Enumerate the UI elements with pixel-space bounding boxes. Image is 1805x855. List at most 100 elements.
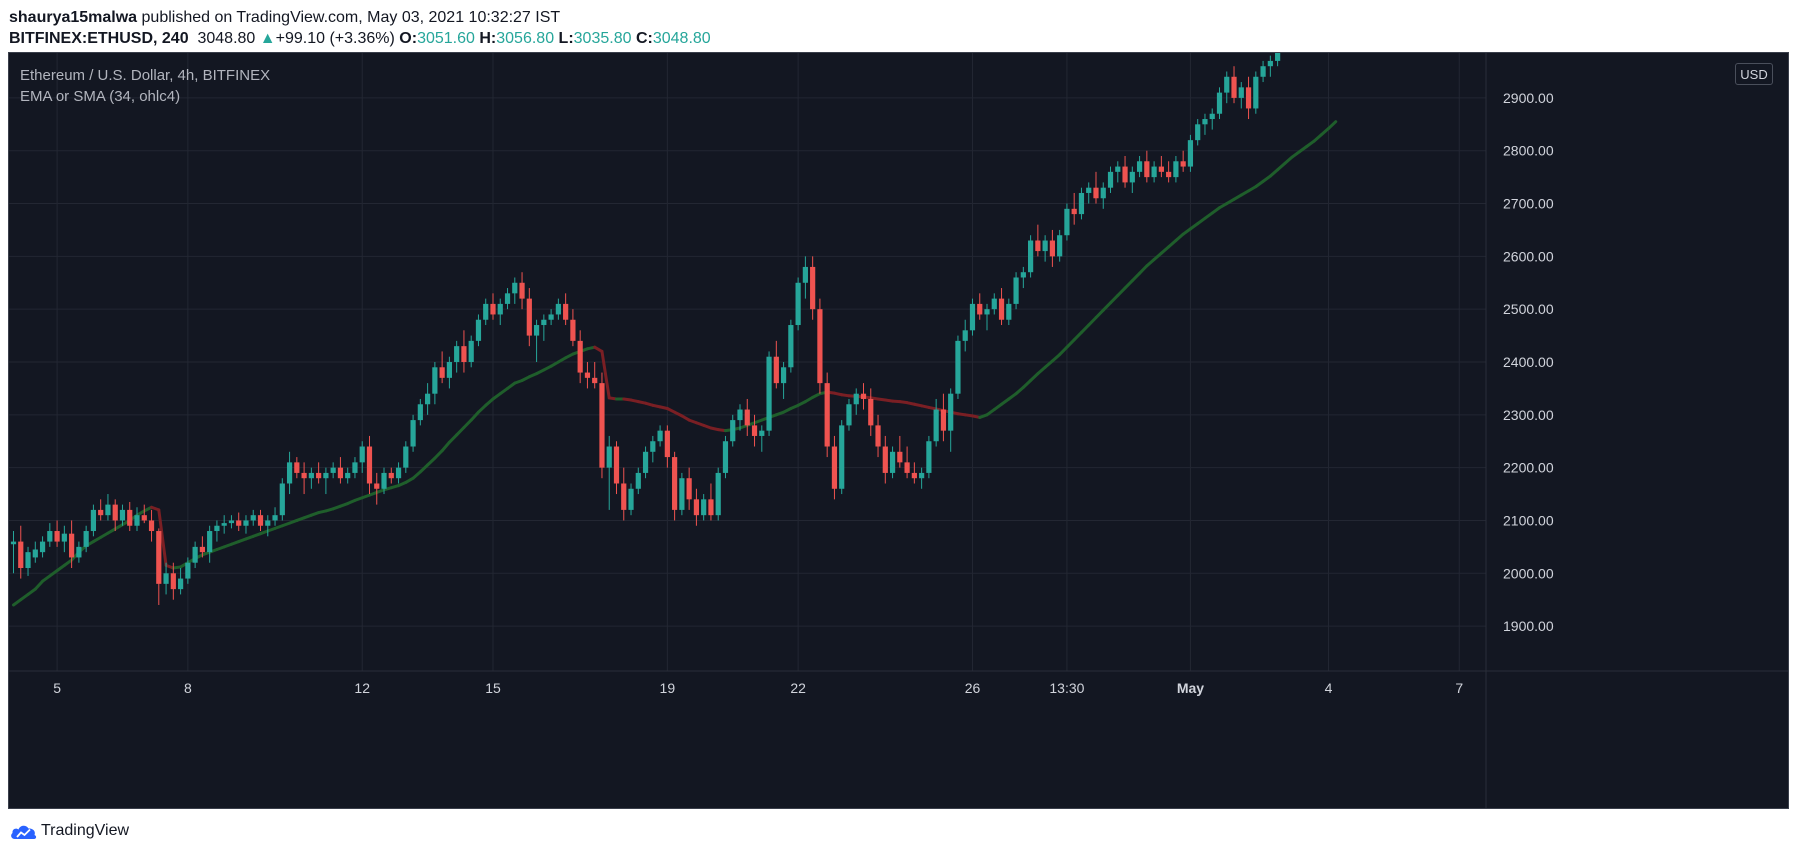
indicator-legend[interactable]: EMA or SMA (34, ohlc4) bbox=[20, 88, 181, 105]
candle-body[interactable] bbox=[708, 499, 714, 516]
candle-body[interactable] bbox=[403, 446, 409, 468]
candle-body[interactable] bbox=[366, 446, 373, 484]
candle-body[interactable] bbox=[548, 314, 554, 320]
candle-body[interactable] bbox=[570, 319, 576, 341]
candle-body[interactable] bbox=[897, 451, 903, 463]
candle-body[interactable] bbox=[1064, 208, 1070, 236]
candle-body[interactable] bbox=[933, 409, 939, 442]
candle-body[interactable] bbox=[454, 346, 460, 362]
candle-body[interactable] bbox=[105, 504, 111, 516]
candle-body[interactable] bbox=[1209, 113, 1215, 120]
candle-body[interactable] bbox=[1238, 87, 1244, 98]
candle-body[interactable] bbox=[1013, 277, 1019, 304]
candle-body[interactable] bbox=[991, 298, 997, 310]
candle-body[interactable] bbox=[207, 531, 213, 553]
candle-body[interactable] bbox=[592, 377, 598, 384]
candle-body[interactable] bbox=[940, 409, 947, 431]
candle-body[interactable] bbox=[1216, 92, 1223, 114]
candle-body[interactable] bbox=[1224, 76, 1230, 93]
candle-body[interactable] bbox=[141, 515, 147, 521]
candle-body[interactable] bbox=[1028, 240, 1034, 273]
candle-body[interactable] bbox=[156, 531, 162, 584]
candle-body[interactable] bbox=[1144, 161, 1150, 178]
candle-body[interactable] bbox=[461, 346, 467, 362]
candle-body[interactable] bbox=[1006, 303, 1012, 320]
candle-body[interactable] bbox=[61, 533, 67, 542]
candle-body[interactable] bbox=[257, 515, 264, 526]
candle-body[interactable] bbox=[446, 362, 452, 378]
candle-body[interactable] bbox=[613, 446, 620, 484]
candle-body[interactable] bbox=[642, 451, 649, 473]
candle-body[interactable] bbox=[512, 282, 518, 294]
candle-body[interactable] bbox=[425, 393, 431, 405]
candle-body[interactable] bbox=[279, 483, 285, 516]
candle-body[interactable] bbox=[657, 430, 663, 442]
candle-body[interactable] bbox=[90, 509, 97, 532]
candle-body[interactable] bbox=[432, 367, 438, 394]
brand-name[interactable]: TradingView bbox=[41, 822, 130, 839]
candle-body[interactable] bbox=[831, 446, 838, 489]
candle-body[interactable] bbox=[221, 523, 227, 526]
candle-body[interactable] bbox=[526, 298, 532, 336]
currency-button[interactable]: USD bbox=[1735, 63, 1773, 85]
candle-body[interactable] bbox=[265, 520, 271, 526]
candle-body[interactable] bbox=[693, 499, 700, 516]
candle-body[interactable] bbox=[192, 546, 198, 563]
candle-body[interactable] bbox=[1245, 87, 1252, 109]
candle-body[interactable] bbox=[1129, 171, 1135, 183]
candle-body[interactable] bbox=[148, 520, 155, 532]
candle-body[interactable] bbox=[243, 520, 249, 526]
candle-body[interactable] bbox=[39, 541, 46, 553]
candle-body[interactable] bbox=[490, 303, 496, 315]
candle-body[interactable] bbox=[969, 303, 976, 331]
candle-body[interactable] bbox=[177, 578, 184, 590]
candle-body[interactable] bbox=[730, 420, 736, 442]
candle-body[interactable] bbox=[584, 372, 591, 378]
candle-body[interactable] bbox=[563, 303, 569, 320]
candle-body[interactable] bbox=[948, 393, 954, 431]
candle-body[interactable] bbox=[98, 509, 104, 516]
candle-body[interactable] bbox=[686, 478, 692, 500]
candle-body[interactable] bbox=[650, 441, 656, 452]
candle-body[interactable] bbox=[18, 541, 24, 568]
tradingview-cloud-icon[interactable] bbox=[9, 820, 39, 844]
candle-body[interactable] bbox=[1115, 166, 1121, 172]
candle-body[interactable] bbox=[635, 472, 641, 489]
candle-body[interactable] bbox=[737, 409, 743, 421]
candle-body[interactable] bbox=[984, 309, 990, 315]
candle-body[interactable] bbox=[882, 446, 888, 473]
candle-body[interactable] bbox=[345, 472, 351, 479]
candle-body[interactable] bbox=[134, 515, 140, 526]
candle-body[interactable] bbox=[853, 393, 859, 405]
candle-body[interactable] bbox=[1253, 76, 1259, 109]
candle-body[interactable] bbox=[824, 383, 830, 447]
candle-body[interactable] bbox=[810, 266, 816, 310]
candle-body[interactable] bbox=[846, 404, 852, 426]
candle-body[interactable] bbox=[751, 425, 758, 436]
candle-body[interactable] bbox=[25, 552, 31, 568]
candle-body[interactable] bbox=[715, 472, 721, 516]
candle-body[interactable] bbox=[621, 483, 627, 510]
candle-body[interactable] bbox=[286, 462, 293, 484]
candle-body[interactable] bbox=[497, 303, 503, 315]
candle-body[interactable] bbox=[1057, 235, 1063, 257]
candle-body[interactable] bbox=[919, 472, 925, 479]
candle-body[interactable] bbox=[788, 325, 794, 368]
candle-body[interactable] bbox=[76, 546, 82, 558]
candle-body[interactable] bbox=[744, 409, 750, 426]
candle-body[interactable] bbox=[301, 472, 307, 479]
candle-body[interactable] bbox=[236, 520, 242, 526]
candle-body[interactable] bbox=[294, 462, 300, 473]
candle-body[interactable] bbox=[1042, 240, 1048, 252]
candle-body[interactable] bbox=[1231, 76, 1237, 98]
candle-body[interactable] bbox=[439, 367, 445, 378]
candle-body[interactable] bbox=[701, 499, 707, 516]
candle-body[interactable] bbox=[780, 367, 787, 384]
candle-body[interactable] bbox=[839, 425, 845, 489]
candle-body[interactable] bbox=[1093, 187, 1099, 199]
candle-body[interactable] bbox=[381, 472, 387, 489]
candle-body[interactable] bbox=[1187, 140, 1194, 167]
candle-body[interactable] bbox=[541, 319, 547, 326]
candle-body[interactable] bbox=[679, 478, 685, 510]
candle-body[interactable] bbox=[228, 520, 235, 524]
